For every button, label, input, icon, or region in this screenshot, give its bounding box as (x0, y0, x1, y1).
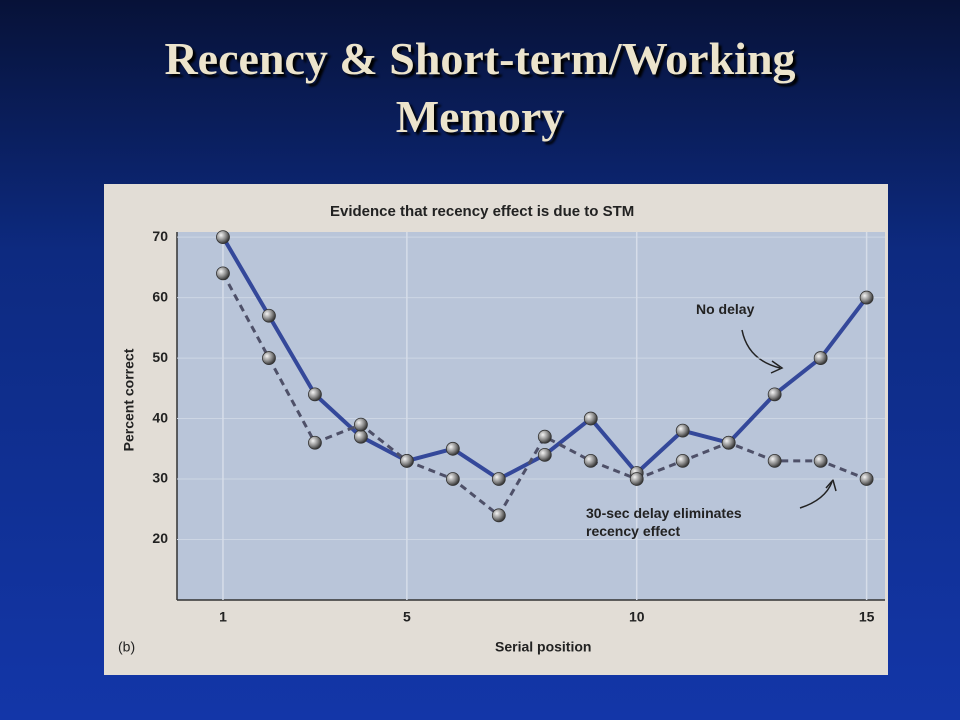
y-axis-label: Percent correct (121, 348, 137, 451)
data-point (262, 308, 276, 323)
slide-title: Recency & Short-term/Working Memory (164, 33, 796, 142)
data-point (216, 266, 230, 281)
data-point (859, 290, 874, 305)
data-point (445, 472, 460, 486)
data-point (445, 441, 460, 456)
x-tick-label: 1 (219, 609, 227, 625)
x-axis-label: Serial position (495, 639, 591, 655)
data-point (399, 453, 414, 468)
x-tick-label: 5 (403, 609, 411, 625)
y-tick-label: 40 (152, 409, 168, 425)
y-tick-label: 60 (152, 288, 168, 304)
series-label: 30-sec delay eliminates recency effect (586, 505, 742, 539)
annotation-arrowhead (770, 360, 784, 374)
series-line (221, 272, 868, 517)
data-point (491, 508, 506, 523)
data-point (767, 453, 782, 468)
data-point (583, 411, 598, 426)
data-point (675, 423, 690, 438)
data-point (767, 387, 782, 402)
data-point (813, 351, 828, 365)
y-tick-label: 30 (152, 470, 168, 486)
data-point (675, 453, 690, 468)
annotation-arrow (799, 481, 833, 509)
annotation-arrowhead (825, 478, 837, 492)
data-point (813, 453, 828, 468)
y-tick-label: 20 (152, 530, 168, 546)
plot-area (177, 232, 885, 600)
annotation-arrow (741, 329, 781, 369)
data-point (353, 429, 368, 444)
x-tick-label: 10 (629, 609, 645, 625)
data-point (353, 417, 368, 432)
data-point (262, 351, 276, 365)
series-label: No delay (696, 301, 755, 317)
data-point (308, 387, 322, 402)
x-tick-label: 15 (859, 609, 875, 625)
grid (177, 232, 885, 600)
y-tick-label: 70 (152, 228, 168, 244)
data-point (629, 472, 644, 486)
series-annotation: No delay (696, 301, 755, 317)
data-point (859, 472, 874, 486)
data-point (308, 435, 322, 450)
panel-label: (b) (118, 639, 135, 655)
data-point (491, 472, 506, 486)
points (216, 230, 874, 523)
chart-title: Evidence that recency effect is due to S… (330, 203, 634, 220)
series-annotation: 30-sec delay eliminates recency effect (586, 505, 742, 539)
data-point (721, 435, 736, 450)
data-point (583, 453, 598, 468)
y-tick-label: 50 (152, 349, 168, 365)
data-point (216, 230, 230, 244)
data-point (537, 447, 552, 462)
data-point (537, 429, 552, 444)
